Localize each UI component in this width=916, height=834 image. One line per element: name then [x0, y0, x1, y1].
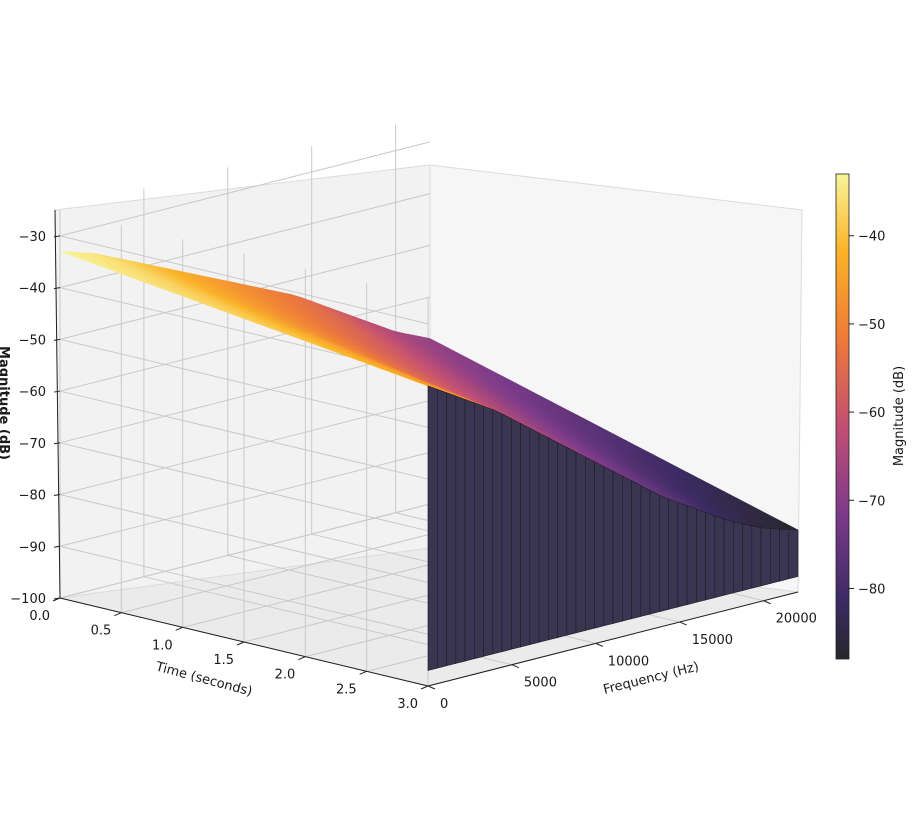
y-tick-mark: [427, 685, 436, 690]
z-tick-label: −50: [19, 333, 46, 348]
z-tick-mark: [53, 338, 61, 341]
surface-front-wall: [594, 461, 605, 629]
surface-front-wall: [464, 398, 475, 662]
x-tick-mark: [298, 656, 306, 661]
x-tick-label: 2.0: [275, 668, 296, 683]
surface-front-wall: [621, 475, 632, 622]
y-tick-mark: [595, 642, 603, 647]
surface-front-wall: [658, 494, 669, 613]
surface-front-wall: [538, 432, 549, 643]
surface-front-wall: [705, 511, 716, 601]
surface-mesh: [59, 251, 799, 671]
surface-front-wall: [668, 498, 679, 610]
surface-front-wall: [473, 402, 484, 660]
surface-front-wall: [455, 395, 466, 664]
y-tick-label: 0: [440, 697, 448, 712]
surface-front-wall: [788, 529, 799, 580]
x-tick-mark: [359, 670, 367, 675]
surface-front-wall: [446, 392, 457, 667]
x-tick-mark: [52, 597, 61, 602]
surface-front-wall: [695, 508, 706, 603]
z-tick-mark: [53, 545, 61, 548]
z-tick-mark: [53, 287, 61, 290]
x-tick-label: 2.5: [336, 682, 357, 697]
colorbar-tick-label: −80: [858, 582, 885, 597]
x-tick-mark: [175, 626, 183, 631]
z-tick-mark: [53, 235, 61, 238]
surface-front-wall: [492, 408, 503, 655]
y-tick-mark: [763, 600, 771, 605]
surface-front-wall: [686, 505, 697, 606]
x-tick-label: 0.0: [29, 609, 50, 624]
colorbar-ticks: −40 −50 −60 −70 −80: [849, 230, 885, 597]
surface-front-wall: [612, 470, 623, 624]
colorbar-tick-label: −60: [858, 406, 885, 421]
x-axis-label: Time (seconds): [153, 659, 254, 699]
surface-front-wall: [677, 501, 688, 608]
z-tick-label: −60: [19, 385, 46, 400]
z-tick-label: −40: [19, 282, 46, 297]
surface-front-wall: [732, 521, 743, 594]
z-tick-mark: [53, 390, 61, 393]
colorbar-tick-label: −50: [858, 318, 885, 333]
y-tick-label: 15000: [692, 633, 733, 648]
y-tick-label: 20000: [776, 612, 817, 627]
surface-front-wall: [742, 523, 753, 591]
colorbar-tick-label: −40: [858, 230, 885, 245]
z-tick-label: −80: [19, 489, 46, 504]
x-tick-label: 1.0: [152, 638, 173, 653]
surface-front-wall: [529, 427, 540, 645]
surface-front-wall: [427, 385, 438, 671]
y-tick-label: 10000: [608, 654, 649, 669]
z-tick-label: −100: [10, 592, 46, 607]
x-tick-mark: [236, 641, 245, 646]
surface-front-wall: [557, 442, 568, 638]
surface-front-wall: [501, 413, 512, 653]
x-tick-mark: [114, 612, 122, 617]
y-tick-mark: [679, 621, 687, 626]
surface-front-wall: [649, 489, 660, 615]
z-axis-line: [54, 209, 61, 599]
axis-ticks: −30 −40 −50 −60 −70 −80 −90 −100 0.0 0.5 1.0 1.5 2.0…: [10, 230, 817, 712]
surface-front-wall: [584, 456, 595, 631]
z-tick-label: −30: [19, 230, 46, 245]
surface-front-wall: [714, 515, 725, 598]
grid-line-z: [59, 141, 431, 237]
z-axis-label: Magnitude (dB): [0, 346, 11, 460]
surface-front-wall: [603, 465, 614, 627]
surface-front-wall: [769, 528, 780, 584]
x-tick-label: 1.5: [213, 653, 234, 668]
surface-front-wall: [779, 528, 790, 582]
colorbar: [835, 173, 850, 660]
surface-front-wall: [760, 527, 771, 587]
colorbar-label: Magnitude (dB): [892, 366, 907, 466]
surface-front-wall: [547, 437, 558, 641]
x-tick-label: 3.0: [397, 697, 418, 712]
z-tick-label: −70: [19, 437, 46, 452]
surface-front-wall: [566, 446, 577, 636]
z-tick-label: −90: [19, 540, 46, 555]
surface-front-wall: [520, 422, 531, 648]
z-tick-mark: [53, 494, 61, 497]
y-tick-label: 5000: [524, 676, 557, 691]
y-axis-line: [427, 591, 799, 687]
surface-front-wall: [575, 451, 586, 634]
surface-front-wall: [631, 480, 642, 620]
surface-front-wall: [436, 388, 447, 669]
surface-front-wall: [640, 485, 651, 617]
x-tick-label: 0.5: [91, 624, 112, 639]
surface-front-wall: [483, 405, 494, 657]
surface-front-wall: [723, 518, 734, 596]
y-tick-mark: [511, 664, 520, 669]
x-tick-mark: [420, 685, 429, 690]
colorbar-tick-label: −70: [858, 494, 885, 509]
surface-front-wall: [751, 525, 762, 589]
z-tick-mark: [53, 442, 61, 445]
surface-front-wall: [510, 418, 521, 650]
